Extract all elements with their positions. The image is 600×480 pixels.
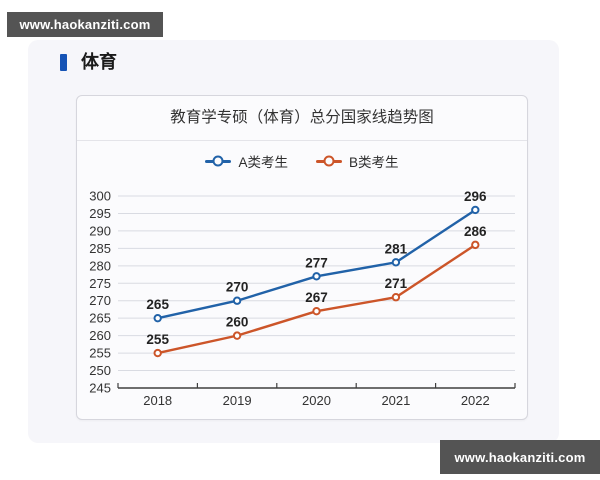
svg-text:2018: 2018 [143, 393, 172, 408]
svg-text:277: 277 [305, 255, 328, 270]
x-axis: 2018 2019 2020 2021 2022 [117, 383, 516, 408]
legend-item-b: B类考生 [316, 151, 399, 171]
svg-text:296: 296 [464, 189, 487, 204]
trend-chart: 245 250 255 260 265 270 275 280 285 290 295 300 2018… [77, 181, 529, 421]
svg-text:286: 286 [464, 224, 487, 239]
svg-text:260: 260 [226, 315, 249, 330]
svg-text:2022: 2022 [461, 393, 490, 408]
svg-text:265: 265 [146, 297, 169, 312]
svg-text:255: 255 [89, 346, 111, 361]
watermark-text: www.haokanziti.com [454, 449, 586, 465]
svg-text:267: 267 [305, 290, 328, 305]
series-1: 255 260 267 271 286 [146, 224, 487, 358]
svg-text:2020: 2020 [302, 393, 331, 408]
watermark-top-left: www.haokanziti.com [7, 12, 163, 37]
svg-text:285: 285 [89, 241, 111, 256]
svg-text:280: 280 [89, 258, 111, 273]
legend-dot-b-icon [323, 155, 335, 167]
svg-text:271: 271 [385, 276, 408, 291]
svg-text:275: 275 [89, 276, 111, 291]
section-accent-bar [60, 53, 67, 71]
svg-text:2021: 2021 [381, 393, 410, 408]
svg-text:250: 250 [89, 363, 111, 378]
legend-label-a: A类考生 [238, 155, 288, 170]
svg-text:270: 270 [89, 293, 111, 308]
svg-text:300: 300 [89, 189, 111, 204]
svg-text:281: 281 [385, 241, 408, 256]
legend-marker-b-icon [316, 155, 342, 167]
svg-text:265: 265 [89, 311, 111, 326]
watermark-text: www.haokanziti.com [19, 17, 151, 32]
legend-dot-a-icon [212, 155, 224, 167]
watermark-bottom-right: www.haokanziti.com [440, 440, 600, 474]
svg-text:260: 260 [89, 328, 111, 343]
section-header: 体育 [60, 53, 117, 71]
legend-item-a: A类考生 [205, 151, 288, 171]
svg-text:290: 290 [89, 223, 111, 238]
svg-text:295: 295 [89, 206, 111, 221]
chart-card: 教育学专硕（体育）总分国家线趋势图 A类考生 B类考生 245 250 255 260… [76, 95, 528, 420]
legend-marker-a-icon [205, 155, 232, 167]
series-0: 265 270 277 281 296 [146, 189, 487, 323]
trend-chart-svg: 245 250 255 260 265 270 275 280 285 290 295 300 2018… [89, 189, 516, 408]
gridlines: 245 250 255 260 265 270 275 280 285 290 295 300 [89, 189, 515, 396]
legend-label-b: B类考生 [349, 155, 399, 170]
svg-text:270: 270 [226, 280, 249, 295]
chart-title: 教育学专硕（体育）总分国家线趋势图 [77, 96, 527, 141]
svg-text:255: 255 [146, 332, 169, 347]
svg-text:2019: 2019 [223, 393, 252, 408]
section-title: 体育 [81, 52, 117, 72]
svg-text:245: 245 [89, 381, 111, 396]
chart-legend: A类考生 B类考生 [77, 141, 527, 181]
